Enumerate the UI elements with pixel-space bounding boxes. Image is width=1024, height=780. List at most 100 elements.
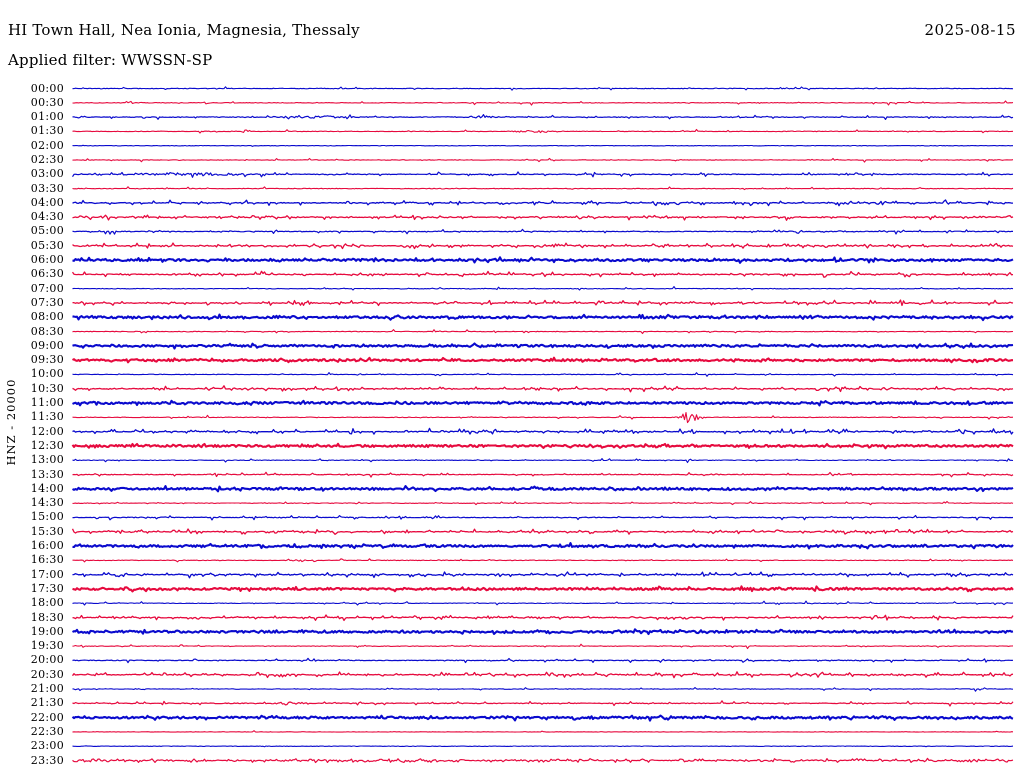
- time-label: 19:00: [30, 624, 64, 638]
- filter-label: Applied filter: WWSSN-SP: [8, 51, 213, 69]
- time-label: 18:00: [30, 596, 64, 610]
- seismic-trace: [72, 313, 1014, 322]
- seismic-trace: [72, 614, 1014, 622]
- seismic-trace: [72, 385, 1014, 393]
- seismic-trace: [72, 471, 1014, 478]
- time-label: 19:30: [30, 639, 64, 653]
- time-label: 17:00: [30, 567, 64, 581]
- seismic-trace: [72, 558, 1014, 563]
- time-label: 09:30: [30, 353, 64, 367]
- seismic-trace: [72, 186, 1014, 191]
- seismic-trace: [71, 528, 1014, 535]
- time-label: 04:00: [30, 195, 64, 209]
- time-label: 08:30: [30, 324, 64, 338]
- seismic-trace: [71, 171, 1014, 178]
- seismic-trace: [72, 144, 1013, 147]
- seismic-trace: [72, 372, 1014, 377]
- seismic-trace: [71, 442, 1014, 450]
- time-label: 12:00: [30, 424, 64, 438]
- seismic-trace: [72, 286, 1014, 291]
- seismic-trace: [72, 157, 1014, 163]
- time-label: 03:00: [30, 167, 64, 181]
- seismic-trace: [72, 199, 1013, 207]
- seismic-trace: [71, 714, 1014, 722]
- time-label: 20:30: [30, 667, 64, 681]
- seismic-trace: [72, 571, 1014, 579]
- time-label: 06:00: [30, 253, 64, 267]
- seismic-trace: [72, 485, 1014, 493]
- seismic-trace: [72, 242, 1014, 250]
- time-label: 16:00: [30, 539, 64, 553]
- time-label: 11:00: [30, 396, 64, 410]
- time-label: 05:00: [30, 224, 64, 238]
- seismic-trace: [72, 687, 1014, 692]
- seismic-trace: [72, 256, 1014, 264]
- seismic-trace: [72, 730, 1014, 733]
- seismic-trace: [72, 412, 1014, 424]
- seismic-trace: [72, 585, 1014, 593]
- time-label: 23:30: [30, 753, 64, 767]
- seismic-trace: [72, 100, 1014, 106]
- seismic-trace: [72, 228, 1013, 235]
- seismic-trace: [72, 114, 1014, 120]
- time-label: 06:30: [30, 267, 64, 281]
- time-label: 09:00: [30, 338, 64, 352]
- time-label: 15:00: [30, 510, 64, 524]
- time-label: 13:00: [30, 453, 64, 467]
- seismic-trace: [72, 745, 1014, 748]
- time-label: 16:30: [30, 553, 64, 567]
- time-label: 07:00: [30, 281, 64, 295]
- station-title: HI Town Hall, Nea Ionia, Magnesia, Thess…: [8, 21, 360, 39]
- seismic-trace: [72, 657, 1014, 664]
- time-label: 23:00: [30, 739, 64, 753]
- time-label: 08:00: [30, 310, 64, 324]
- time-label: 10:30: [30, 381, 64, 395]
- time-label: 13:30: [30, 467, 64, 481]
- seismic-trace: [72, 628, 1014, 636]
- time-label: 07:30: [30, 295, 64, 309]
- seismic-trace: [72, 700, 1014, 707]
- seismic-trace: [72, 128, 1014, 134]
- seismic-trace: [72, 458, 1014, 464]
- time-label: 21:00: [30, 682, 64, 695]
- seismic-trace: [72, 643, 1014, 650]
- time-label: 21:30: [30, 696, 64, 710]
- seismic-trace: [72, 86, 1014, 91]
- seismic-trace: [72, 299, 1014, 307]
- seismic-trace: [72, 342, 1014, 350]
- time-label: 02:00: [30, 138, 64, 152]
- time-label: 11:30: [30, 410, 64, 424]
- seismic-trace: [72, 214, 1014, 221]
- time-label: 15:30: [30, 524, 64, 538]
- time-label: 17:30: [30, 581, 64, 595]
- time-label: 00:00: [30, 81, 64, 95]
- time-label: 01:30: [30, 124, 64, 138]
- time-label: 18:30: [30, 610, 64, 624]
- time-label: 22:00: [30, 710, 64, 724]
- time-label: 01:00: [30, 110, 64, 124]
- seismic-trace: [72, 356, 1013, 364]
- seismic-trace: [72, 600, 1014, 606]
- time-label: 00:30: [30, 95, 64, 109]
- time-label: 20:00: [30, 653, 64, 667]
- seismic-trace: [71, 270, 1014, 278]
- time-label: 12:30: [30, 438, 64, 452]
- seismic-trace: [72, 329, 1014, 335]
- seismic-trace: [72, 757, 1014, 764]
- time-label: 03:30: [30, 181, 64, 195]
- seismic-trace: [72, 427, 1014, 435]
- time-label: 05:30: [30, 238, 64, 252]
- time-label: 10:00: [30, 367, 64, 381]
- record-date: 2025-08-15: [924, 21, 1016, 39]
- time-label: 02:30: [30, 152, 64, 166]
- time-label: 22:30: [30, 724, 64, 738]
- seismic-trace: [72, 542, 1014, 550]
- time-label: 04:30: [30, 210, 64, 224]
- time-label: 14:00: [30, 481, 64, 495]
- seismic-trace: [72, 399, 1014, 407]
- seismic-trace: [72, 500, 1014, 506]
- seismic-trace: [72, 514, 1014, 521]
- time-label: 14:30: [30, 496, 64, 510]
